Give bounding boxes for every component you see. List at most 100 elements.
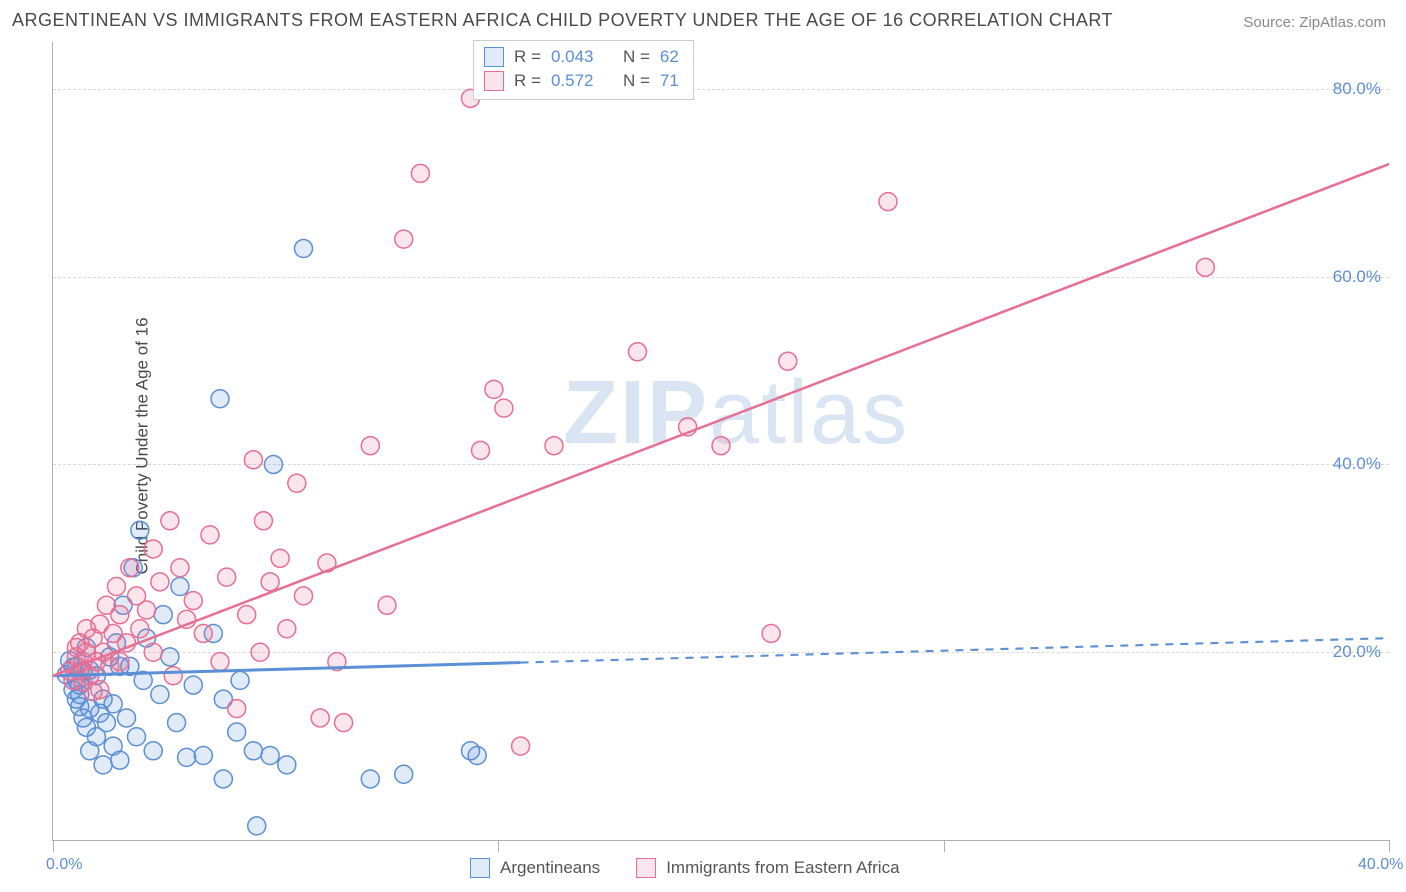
- data-point: [278, 756, 296, 774]
- data-point: [144, 742, 162, 760]
- legend-swatch-eastern-africa: [636, 858, 656, 878]
- data-point: [485, 380, 503, 398]
- data-point: [97, 714, 115, 732]
- n-value-1: 62: [660, 45, 679, 69]
- data-point: [178, 748, 196, 766]
- data-point: [194, 624, 212, 642]
- regression-line: [53, 164, 1389, 676]
- data-point: [131, 620, 149, 638]
- data-point: [335, 714, 353, 732]
- legend-item-argentineans: Argentineans: [470, 858, 600, 878]
- data-point: [472, 441, 490, 459]
- x-tick: [1389, 840, 1390, 852]
- correlation-legend-row-2: R = 0.572 N = 71: [484, 69, 679, 93]
- data-point: [171, 559, 189, 577]
- data-point: [251, 643, 269, 661]
- data-point: [161, 648, 179, 666]
- r-label-2: R =: [514, 69, 541, 93]
- swatch-argentineans: [484, 47, 504, 67]
- data-point: [111, 751, 129, 769]
- data-point: [361, 437, 379, 455]
- data-point: [1196, 258, 1214, 276]
- data-point: [144, 540, 162, 558]
- data-point: [295, 587, 313, 605]
- data-point: [879, 193, 897, 211]
- source-link[interactable]: ZipAtlas.com: [1299, 14, 1386, 31]
- n-label: N =: [623, 45, 650, 69]
- data-point: [244, 451, 262, 469]
- data-point: [104, 695, 122, 713]
- data-point: [91, 681, 109, 699]
- correlation-legend: R = 0.043 N = 62 R = 0.572 N = 71: [473, 40, 694, 100]
- legend-swatch-argentineans: [470, 858, 490, 878]
- data-point: [779, 352, 797, 370]
- data-point: [288, 474, 306, 492]
- data-point: [107, 578, 125, 596]
- data-point: [311, 709, 329, 727]
- data-point: [762, 624, 780, 642]
- data-point: [712, 437, 730, 455]
- data-point: [361, 770, 379, 788]
- data-point: [228, 700, 246, 718]
- legend-label-argentineans: Argentineans: [500, 858, 600, 878]
- data-point: [117, 709, 135, 727]
- data-point: [184, 676, 202, 694]
- data-point: [168, 714, 186, 732]
- legend-label-eastern-africa: Immigrants from Eastern Africa: [666, 858, 899, 878]
- data-point: [218, 568, 236, 586]
- data-point: [629, 343, 647, 361]
- data-point: [228, 723, 246, 741]
- x-tick-label-max: 40.0%: [1358, 856, 1403, 874]
- data-point: [94, 756, 112, 774]
- n-label-2: N =: [623, 69, 650, 93]
- data-point: [111, 653, 129, 671]
- data-point: [295, 240, 313, 258]
- data-point: [171, 578, 189, 596]
- data-point: [164, 667, 182, 685]
- data-point: [411, 164, 429, 182]
- data-point: [468, 747, 486, 765]
- data-point: [261, 747, 279, 765]
- data-point: [545, 437, 563, 455]
- data-point: [278, 620, 296, 638]
- data-point: [231, 671, 249, 689]
- x-tick-label-min: 0.0%: [46, 856, 82, 874]
- n-value-2: 71: [660, 69, 679, 93]
- legend-item-eastern-africa: Immigrants from Eastern Africa: [636, 858, 899, 878]
- r-value-2: 0.572: [551, 69, 594, 93]
- data-point: [138, 601, 156, 619]
- data-point: [248, 817, 266, 835]
- chart-title: ARGENTINEAN VS IMMIGRANTS FROM EASTERN A…: [12, 10, 1113, 31]
- data-point: [238, 606, 256, 624]
- data-point: [244, 742, 262, 760]
- r-value-1: 0.043: [551, 45, 594, 69]
- plot-svg: [53, 42, 1389, 840]
- x-tick: [498, 840, 499, 852]
- data-point: [261, 573, 279, 591]
- data-point: [254, 512, 272, 530]
- data-point: [151, 685, 169, 703]
- data-point: [184, 592, 202, 610]
- data-point: [161, 512, 179, 530]
- series-legend: Argentineans Immigrants from Eastern Afr…: [470, 858, 900, 878]
- data-point: [154, 606, 172, 624]
- data-point: [211, 390, 229, 408]
- data-point: [151, 573, 169, 591]
- regression-line-extrapolated: [521, 638, 1389, 662]
- swatch-eastern-africa: [484, 71, 504, 91]
- x-tick: [944, 840, 945, 852]
- data-point: [211, 653, 229, 671]
- data-point: [214, 770, 232, 788]
- correlation-legend-row-1: R = 0.043 N = 62: [484, 45, 679, 69]
- data-point: [395, 765, 413, 783]
- x-tick: [53, 840, 54, 852]
- data-point: [201, 526, 219, 544]
- data-point: [111, 606, 129, 624]
- data-point: [121, 559, 139, 577]
- data-point: [395, 230, 413, 248]
- data-point: [378, 596, 396, 614]
- data-point: [264, 455, 282, 473]
- plot-area: ZIPatlas 20.0%40.0%60.0%80.0% R = 0.043 …: [52, 42, 1389, 841]
- source-label: Source:: [1243, 14, 1299, 31]
- source-attribution: Source: ZipAtlas.com: [1243, 14, 1386, 31]
